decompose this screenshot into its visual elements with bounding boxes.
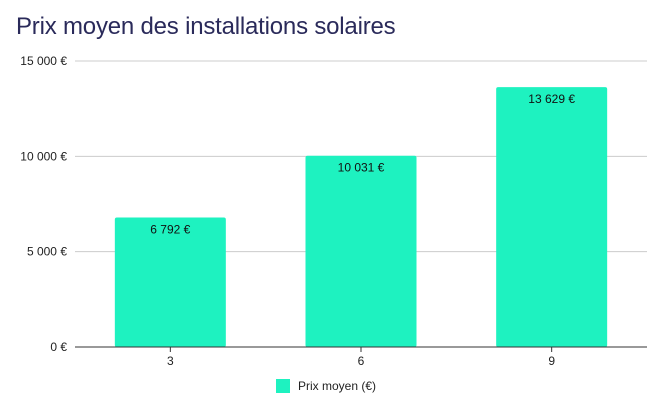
legend: Prix moyen (€) <box>276 379 376 393</box>
x-tick-label: 6 <box>358 354 365 368</box>
x-tick-label: 9 <box>548 354 555 368</box>
bars <box>114 87 608 347</box>
bar <box>305 155 417 347</box>
bar <box>496 87 608 347</box>
x-tick-label: 3 <box>167 354 174 368</box>
chart-title: Prix moyen des installations solaires <box>16 13 396 40</box>
axes: 0 € 5 000 € 10 000 € 15 000 € 3 6 9 <box>20 54 647 368</box>
y-tick-label: 0 € <box>50 340 67 354</box>
y-tick-label: 5 000 € <box>27 245 67 259</box>
data-labels: 6 792 € 10 031 € 13 629 € <box>150 92 575 236</box>
legend-swatch <box>276 379 290 393</box>
data-label: 13 629 € <box>528 92 575 106</box>
y-tick-label: 10 000 € <box>20 149 67 163</box>
data-label: 10 031 € <box>338 161 385 175</box>
y-tick-label: 15 000 € <box>20 54 67 68</box>
bar <box>114 217 226 347</box>
data-label: 6 792 € <box>150 222 190 236</box>
legend-label: Prix moyen (€) <box>298 379 376 393</box>
